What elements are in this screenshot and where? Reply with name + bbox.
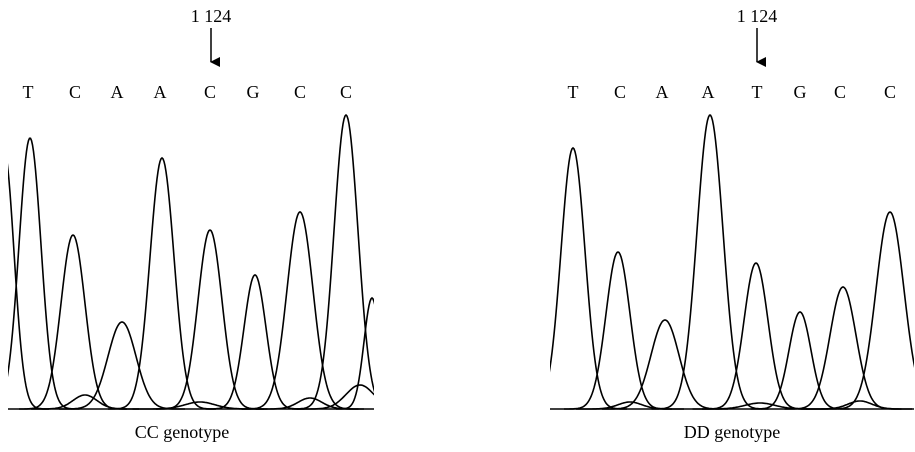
base-letter: A — [111, 82, 124, 102]
trace — [292, 115, 400, 409]
trace — [206, 275, 305, 409]
trace — [806, 401, 914, 409]
trace — [156, 230, 264, 409]
trace — [19, 235, 127, 409]
base-letter: C — [834, 82, 846, 102]
trace — [602, 320, 728, 409]
base-letter: C — [294, 82, 306, 102]
caption: CC genotype — [135, 422, 230, 442]
base-letter: T — [568, 82, 579, 102]
position-label: 1 124 — [191, 6, 232, 26]
trace — [0, 138, 80, 409]
trace — [652, 115, 769, 409]
base-letter: A — [656, 82, 669, 102]
base-letter: C — [204, 82, 216, 102]
base-letter: C — [69, 82, 81, 102]
trace — [59, 322, 185, 409]
base-letter: A — [702, 82, 715, 102]
trace — [702, 263, 810, 409]
base-letter: T — [752, 82, 763, 102]
base-letter: T — [23, 82, 34, 102]
panel: 1 124 DD genotype T C A A T G C C — [519, 6, 915, 442]
chromatogram — [519, 115, 915, 409]
base-letter: C — [340, 82, 352, 102]
trace — [564, 252, 672, 409]
trace — [827, 212, 915, 409]
base-letter: A — [154, 82, 167, 102]
trace — [751, 312, 850, 409]
chromatogram — [0, 115, 423, 409]
trace — [242, 212, 359, 409]
figure: 1 124 CC genotype T C A A C G C C 1 124 DD geno… — [0, 0, 915, 447]
trace — [785, 287, 902, 409]
panel: 1 124 CC genotype T C A A C G C C — [0, 6, 423, 442]
base-letter: G — [794, 82, 807, 102]
trace — [0, 150, 49, 409]
caption: DD genotype — [684, 422, 780, 442]
base-letter: C — [614, 82, 626, 102]
base-letter: G — [247, 82, 260, 102]
position-label: 1 124 — [737, 6, 778, 26]
base-letter: C — [884, 82, 896, 102]
